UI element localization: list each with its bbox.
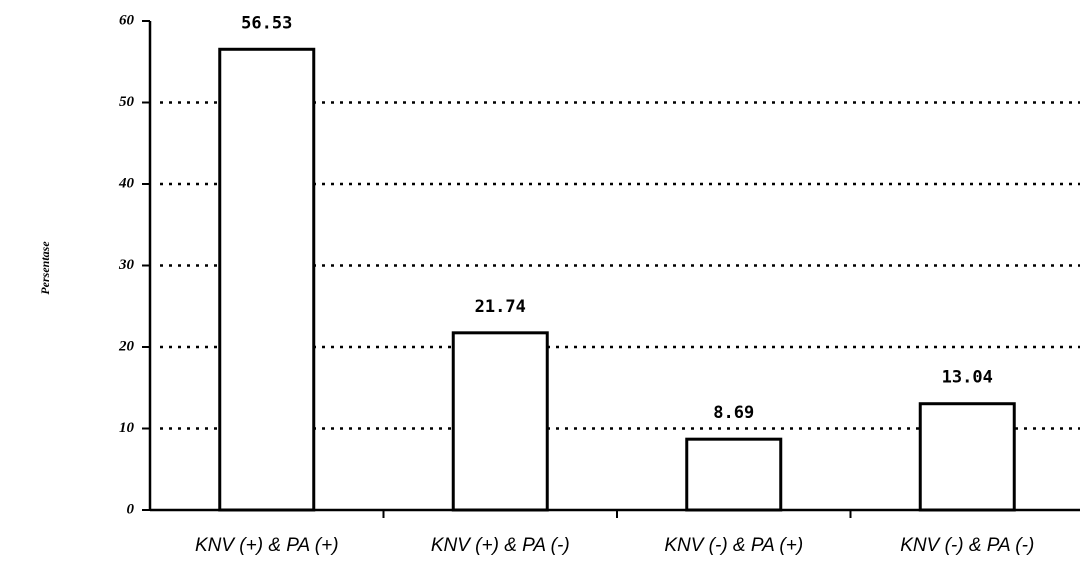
y-tick-label: 50 <box>119 94 135 110</box>
y-tick-label: 30 <box>118 257 135 273</box>
x-tick-label: KNV (+) & PA (-) <box>431 535 570 556</box>
value-label: 21.74 <box>475 297 526 317</box>
bar <box>220 49 314 510</box>
x-tick-label: KNV (-) & PA (-) <box>900 535 1034 556</box>
x-tick-label: KNV (-) & PA (+) <box>664 535 803 556</box>
value-label: 56.53 <box>241 13 292 33</box>
bar <box>920 404 1014 510</box>
y-tick-label: 0 <box>127 501 135 517</box>
x-tick-label: KNV (+) & PA (+) <box>195 535 339 556</box>
value-label: 13.04 <box>942 368 993 388</box>
bar <box>687 439 781 510</box>
chart: Persentase 0 10 20 30 40 50 60 KNV (+) & PA (+)… <box>0 0 1080 562</box>
bar <box>453 333 547 510</box>
y-tick-label: 60 <box>119 12 135 28</box>
y-tick-label: 40 <box>118 175 135 191</box>
value-label: 8.69 <box>713 403 754 423</box>
y-tick-label: 20 <box>118 338 135 354</box>
y-tick-label: 10 <box>119 420 135 436</box>
y-axis-label: Persentase <box>38 241 52 295</box>
